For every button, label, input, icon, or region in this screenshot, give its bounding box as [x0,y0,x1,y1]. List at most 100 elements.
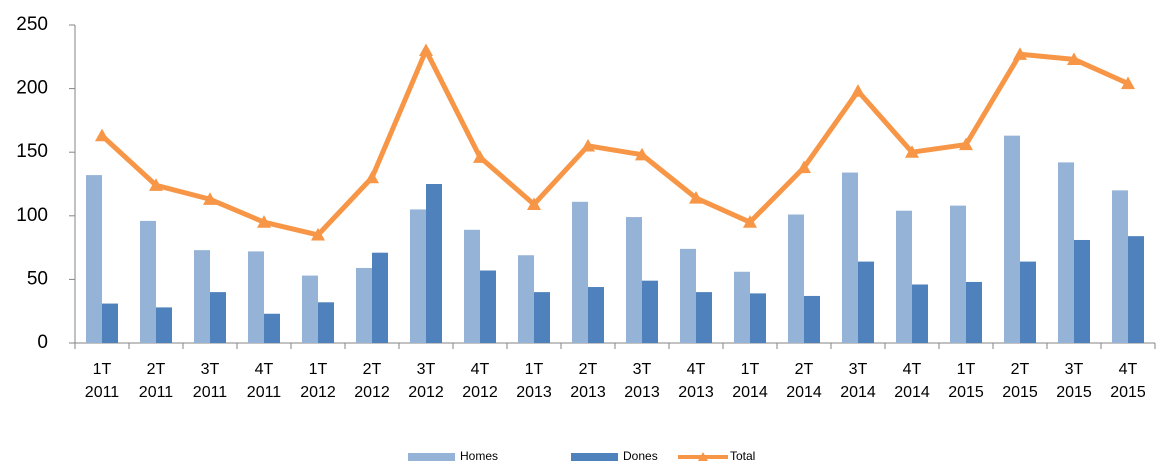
x-tick-label: 2T [1011,361,1030,378]
marker [95,128,109,142]
x-tick-label: 1T [93,361,112,378]
marker [419,43,433,57]
x-tick-label: 2014 [732,384,768,401]
x-tick-label: 2T [363,361,382,378]
x-tick-label: 3T [849,361,868,378]
bar [734,271,750,343]
x-tick-label: 4T [1119,361,1138,378]
x-tick-label: 4T [471,361,490,378]
bar [318,302,334,343]
x-tick-label: 2013 [570,384,606,401]
bar [264,313,280,343]
x-tick-label: 2013 [624,384,660,401]
bar [372,252,388,343]
bar [140,220,156,343]
marker [149,178,163,191]
line [100,47,1130,238]
bar [750,293,766,343]
bar [950,205,966,343]
bar [788,214,804,343]
x-tick-label: 2011 [193,384,228,401]
marker [257,215,271,228]
marker [851,84,865,97]
bar [480,270,496,343]
bar [1074,239,1090,343]
marker [203,192,217,205]
bar [534,292,550,343]
y-tick-label: 100 [16,205,48,226]
marker [959,137,973,151]
bar [912,284,928,343]
bar [464,229,480,343]
bar [1058,162,1074,343]
bar [858,261,874,343]
bar [626,217,642,343]
legend-swatch [571,453,618,461]
marker [365,170,379,184]
x-tick-label: 2014 [840,384,876,401]
marker [635,147,649,161]
bar [426,184,442,343]
legend-marker [698,452,708,461]
x-tick-label: 2T [147,361,166,378]
bar [86,175,102,343]
x-tick-label: 2011 [139,384,174,401]
x-tick-label: 2015 [1002,384,1038,401]
marker [1121,76,1135,90]
bar [248,251,264,343]
x-tick-label: 2012 [408,384,444,401]
legend-label: Total [730,449,755,463]
marker [527,197,541,210]
bar [210,292,226,343]
marker [743,215,757,228]
x-tick-label: 2012 [300,384,336,401]
x-tick-label: 2013 [516,384,552,401]
x-tick-label: 1T [957,361,976,378]
x-tick-label: 2014 [894,384,930,401]
x-tick-label: 1T [309,361,328,378]
marker [689,190,703,204]
bar [1112,190,1128,343]
legend-label: Dones [623,449,658,463]
y-tick-label: 0 [37,332,48,353]
x-tick-label: 2015 [1056,384,1092,401]
x-tick-label: 2015 [1110,384,1146,401]
x-tick-label: 3T [1065,361,1084,378]
bar [518,255,534,343]
bar [156,307,172,343]
y-tick-label: 250 [16,14,48,35]
y-tick-label: 50 [27,268,48,289]
bar [680,248,696,343]
marker [797,160,811,174]
bar [302,275,318,343]
x-tick-label: 3T [417,361,436,378]
x-tick-label: 2011 [247,384,282,401]
legend-swatch [408,453,455,461]
x-tick-label: 1T [525,361,544,378]
x-tick-label: 2013 [678,384,714,401]
bar [1004,135,1020,343]
x-tick-label: 1T [741,361,760,378]
x-tick-label: 3T [633,361,652,378]
bar [896,210,912,343]
marker [581,138,595,152]
bar [572,201,588,343]
legend-label: Homes [460,449,498,463]
bar [1020,261,1036,343]
bar [588,287,604,343]
x-tick-label: 2011 [85,384,120,401]
x-tick-label: 2012 [462,384,498,401]
x-tick-label: 2015 [948,384,984,401]
x-tick-label: 3T [201,361,220,378]
marker [473,150,487,163]
bar [804,295,820,343]
x-tick-label: 2T [795,361,814,378]
bar [642,280,658,343]
bar [966,281,982,343]
bar [410,209,426,343]
bar [1128,236,1144,343]
bar [842,172,858,343]
bar [194,250,210,343]
bar [696,292,712,343]
